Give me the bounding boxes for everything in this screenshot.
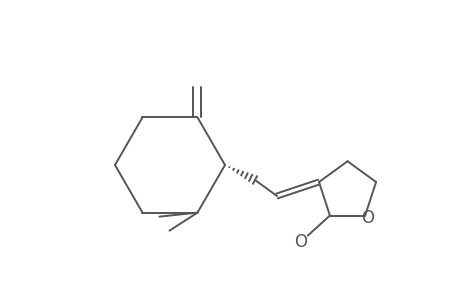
Text: O: O [294, 232, 307, 250]
Text: O: O [360, 208, 373, 226]
